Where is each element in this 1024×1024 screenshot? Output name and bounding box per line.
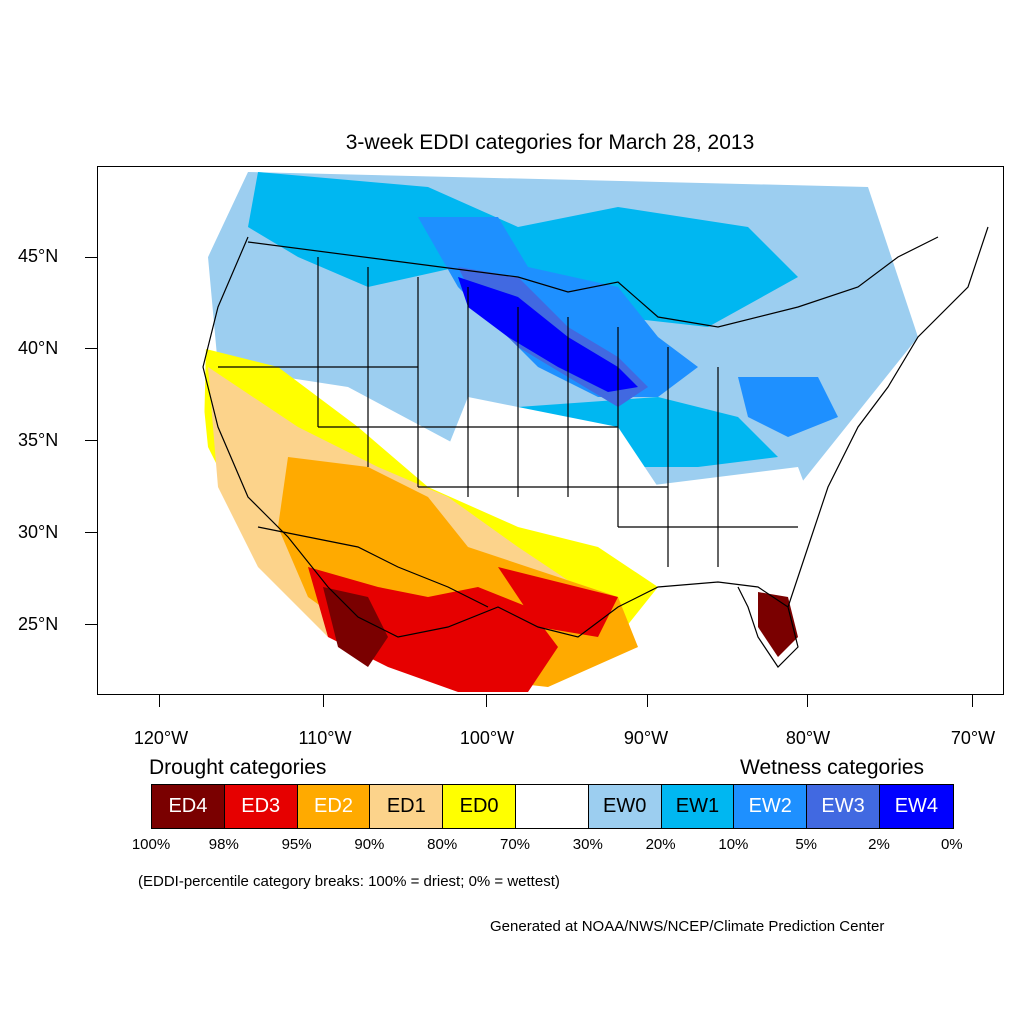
- lon-tick: [159, 695, 160, 707]
- lat-label-40: 40°N: [18, 338, 59, 358]
- state-lines: [218, 257, 798, 567]
- lat-tick: [85, 348, 97, 349]
- legend-cell-ew4: EW4: [879, 785, 953, 828]
- region-ew2-plains: [418, 217, 698, 397]
- percent-break-label: 80%: [427, 836, 458, 853]
- lat-label-30: 30°N: [18, 522, 59, 542]
- percent-break-label: 95%: [281, 836, 312, 853]
- lon-label-90w: 90°W: [623, 728, 669, 748]
- lat-tick: [85, 257, 97, 258]
- map-canvas: [98, 167, 1003, 694]
- drought-heading: Drought categories: [149, 756, 327, 779]
- lat-tick: [85, 532, 97, 533]
- legend-cell-ew1: EW1: [661, 785, 735, 828]
- credit-line: Generated at NOAA/NWS/NCEP/Climate Predi…: [490, 918, 885, 935]
- map-title: 3-week EDDI categories for March 28, 201…: [345, 131, 755, 154]
- wetness-heading: Wetness categories: [740, 756, 925, 779]
- legend-cell-ew3: EW3: [807, 785, 880, 828]
- region-outside-domain: [98, 167, 248, 694]
- legend-cell-ed2: ED2: [297, 785, 371, 828]
- eddi-map: [97, 166, 1004, 695]
- region-neutral-central: [448, 397, 658, 547]
- percent-break-label: 70%: [499, 836, 531, 853]
- percent-break-label: 90%: [354, 836, 385, 853]
- lon-label-120w: 120°W: [133, 728, 189, 748]
- percent-break-label: 0%: [940, 836, 963, 853]
- region-ew2-ohio: [738, 377, 838, 437]
- legend-cell-ew2: EW2: [734, 785, 808, 828]
- lat-label-35: 35°N: [18, 430, 59, 450]
- region-outside-domain-east: [868, 167, 1003, 694]
- lon-label-70w: 70°W: [950, 728, 996, 748]
- lon-label-80w: 80°W: [785, 728, 831, 748]
- percent-break-label: 30%: [572, 836, 603, 853]
- percent-break-label: 5%: [795, 836, 818, 853]
- percent-break-label: 98%: [208, 836, 239, 853]
- lon-tick: [647, 695, 648, 707]
- legend-cell-ed1: ED1: [370, 785, 444, 828]
- mexico-border: [257, 526, 489, 608]
- lon-tick: [807, 695, 808, 707]
- region-ed4-mexico: [323, 587, 388, 667]
- lat-tick: [85, 440, 97, 441]
- legend-cell-neutral: [515, 785, 589, 828]
- lon-tick: [972, 695, 973, 707]
- region-ew1-north: [248, 172, 798, 327]
- region-ew4-core: [458, 277, 638, 392]
- lon-tick: [323, 695, 324, 707]
- lat-label-45: 45°N: [18, 246, 59, 266]
- legend-cell-ed4: ED4: [152, 785, 225, 828]
- legend-cell-ew0: EW0: [588, 785, 662, 828]
- lon-label-100w: 100°W: [459, 728, 515, 748]
- lat-tick: [85, 624, 97, 625]
- category-regions: [98, 167, 1003, 694]
- legend-cell-ed0: ED0: [443, 785, 516, 828]
- legend-cell-ed3: ED3: [224, 785, 298, 828]
- lat-label-25: 25°N: [18, 614, 59, 634]
- percent-break-label: 10%: [718, 836, 749, 853]
- category-colorbar: ED4 ED3 ED2 ED1 ED0 EW0 EW1 EW2 EW3 EW4: [151, 784, 954, 829]
- region-ed3-gulf: [498, 567, 618, 637]
- percent-break-label: 2%: [868, 836, 890, 853]
- percent-break-label: 20%: [645, 836, 676, 853]
- percent-break-label: 100%: [131, 836, 171, 853]
- canada-border: [247, 236, 939, 328]
- category-note: (EDDI-percentile category breaks: 100% =…: [138, 873, 560, 890]
- coastline: [202, 226, 989, 668]
- lon-label-110w: 110°W: [298, 728, 352, 748]
- boundaries: [202, 226, 989, 668]
- lon-tick: [486, 695, 487, 707]
